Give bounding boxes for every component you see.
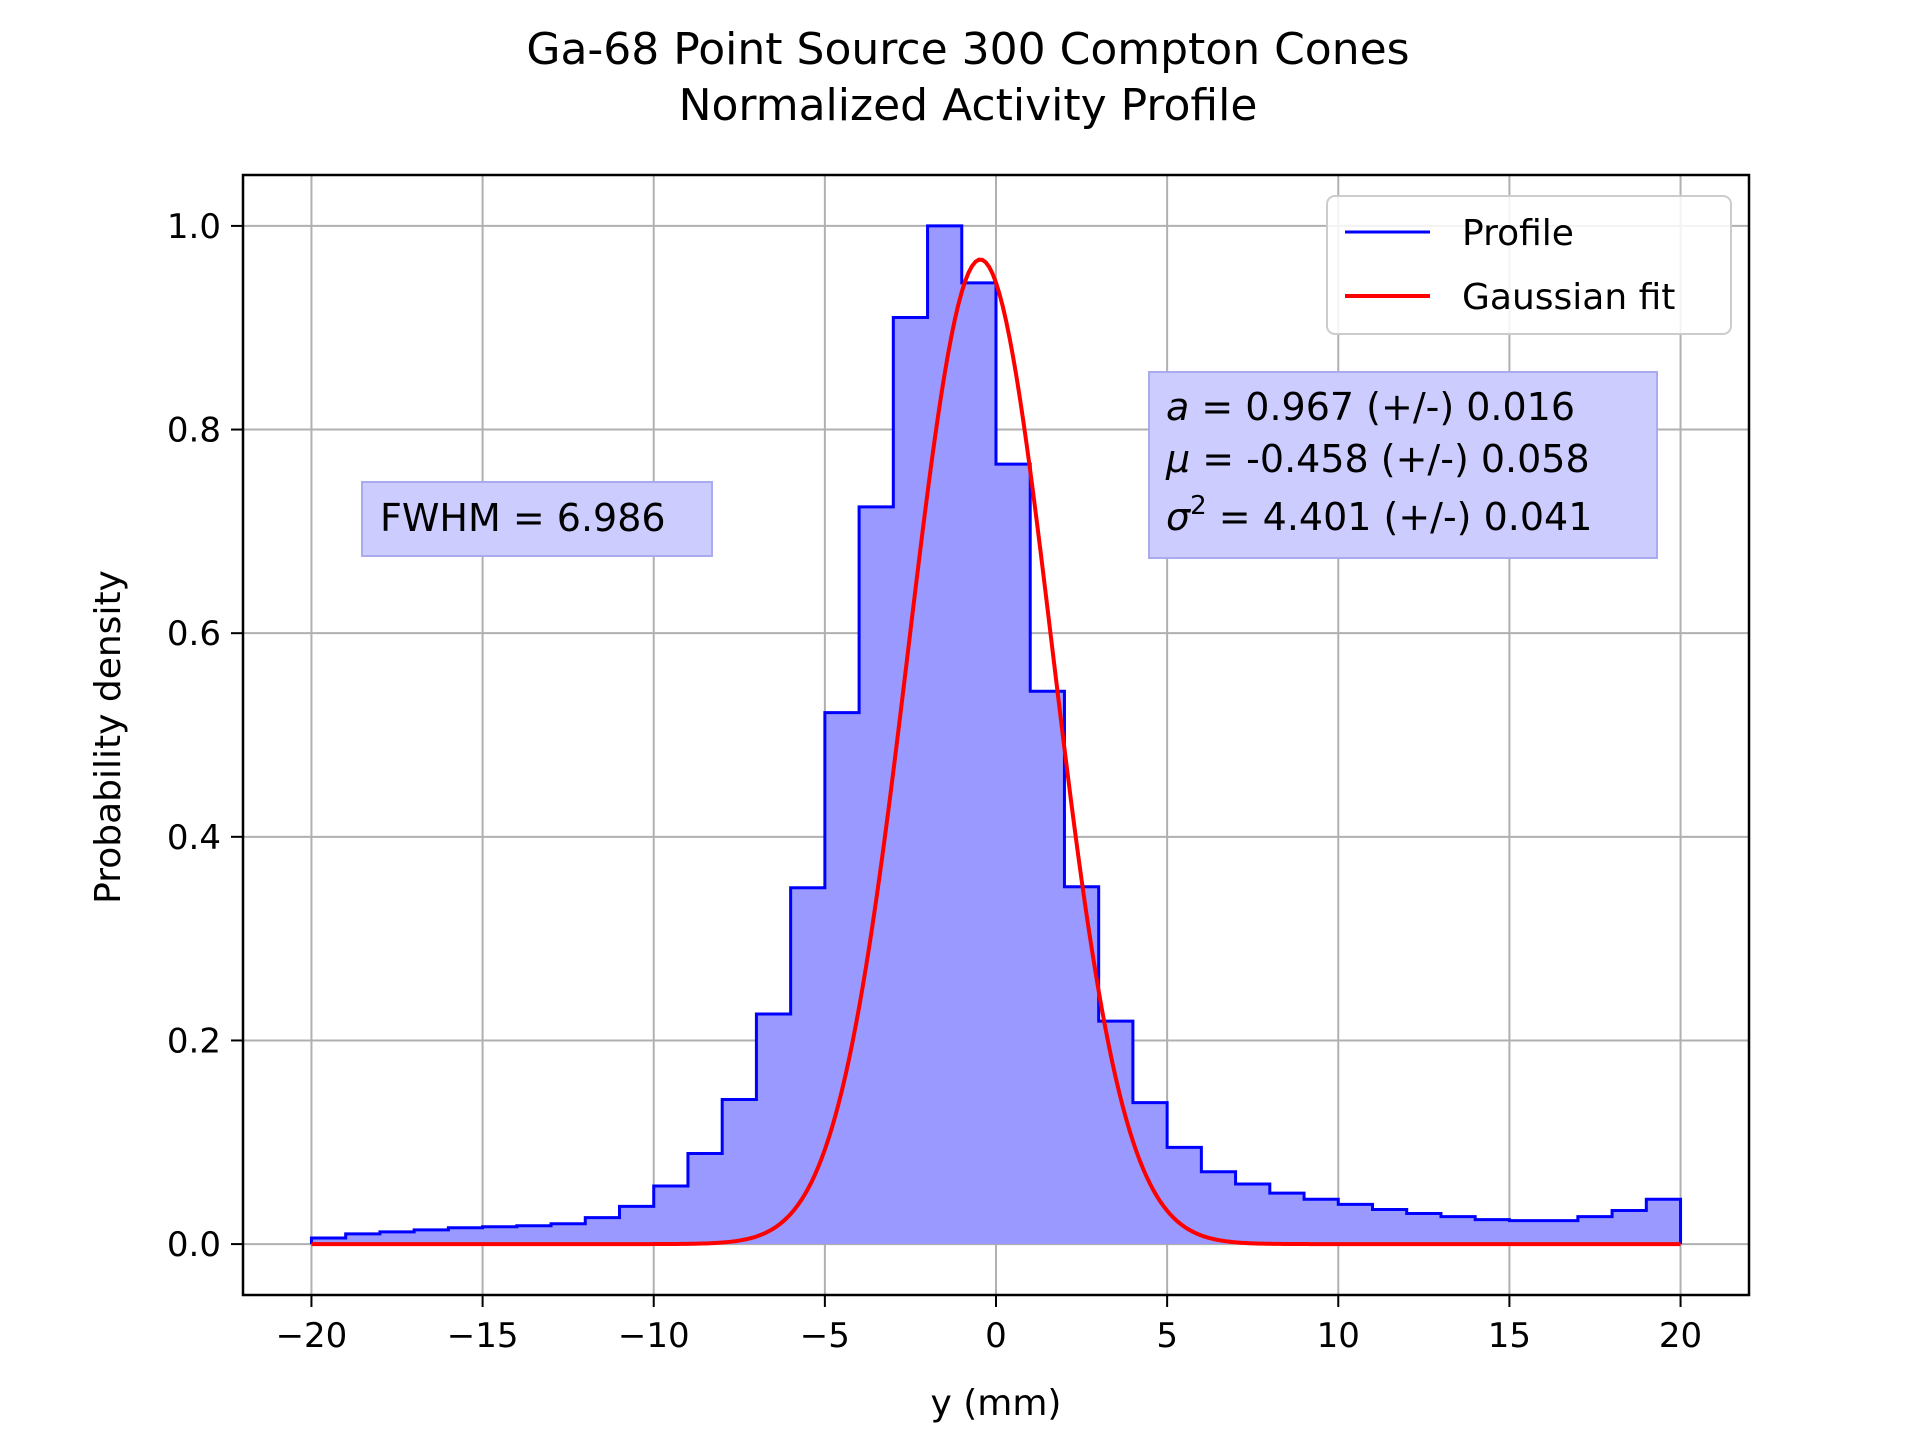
histogram-bar (722, 1099, 758, 1245)
x-tick-label: 15 (1488, 1316, 1531, 1356)
fit-param-a: a = 0.967 (+/-) 0.016 (1166, 385, 1575, 429)
y-tick-label: 0.4 (167, 818, 221, 858)
fwhm-annotation: FWHM = 6.986 (361, 481, 713, 557)
histogram-bar (1646, 1199, 1682, 1245)
histogram-bar (311, 1237, 347, 1245)
x-tick-label: −5 (800, 1316, 850, 1356)
histogram-bar (482, 1226, 518, 1245)
legend-label-profile: Profile (1462, 213, 1574, 254)
fit-param-mu-value: = -0.458 (+/-) 0.058 (1190, 437, 1589, 481)
x-tick-label: 10 (1317, 1316, 1360, 1356)
histogram-bar (687, 1153, 723, 1245)
histogram-bar (1406, 1213, 1442, 1245)
fwhm-annotation-box (361, 481, 713, 557)
histogram-bar (448, 1227, 484, 1245)
x-tick-label: −10 (618, 1316, 690, 1356)
histogram-bar (1577, 1216, 1613, 1245)
x-axis-label: y (mm) (931, 1383, 1062, 1424)
y-tick-label: 0.6 (167, 614, 221, 654)
fit-param-sigma-value: = 4.401 (+/-) 0.041 (1207, 495, 1593, 539)
histogram-bar (1612, 1210, 1647, 1245)
histogram-bar (619, 1206, 655, 1245)
chart-subtitle: Normalized Activity Profile (679, 80, 1258, 131)
y-tick-label: 0.8 (167, 411, 221, 451)
histogram-bar (756, 1013, 792, 1245)
histogram-bar (1304, 1199, 1339, 1245)
y-axis-label: Probability density (88, 570, 129, 904)
fit-param-sigma-exponent: 2 (1190, 491, 1207, 521)
fit-params-annotation: a = 0.967 (+/-) 0.016 μ = -0.458 (+/-) 0… (1148, 371, 1658, 559)
histogram-bar (516, 1225, 552, 1245)
histogram-bar (927, 225, 963, 1245)
y-tick-label: 1.0 (167, 207, 221, 247)
x-tick-label: 0 (985, 1316, 1007, 1356)
fit-param-sigma: σ2 = 4.401 (+/-) 0.041 (1166, 491, 1592, 539)
histogram-bar (1098, 1021, 1134, 1245)
chart-title: Ga-68 Point Source 300 Compton Cones (526, 24, 1409, 75)
histogram-bar (345, 1233, 381, 1245)
fit-params-box (1148, 371, 1658, 559)
histogram-bar (1167, 1147, 1202, 1245)
histogram-bar (1269, 1193, 1305, 1245)
histogram-bar (1372, 1209, 1408, 1245)
fit-param-a-symbol: a (1166, 385, 1189, 429)
fwhm-annotation-text: FWHM = 6.986 (380, 496, 666, 540)
histogram-bar (893, 317, 929, 1245)
histogram-bar (1338, 1204, 1374, 1245)
x-tick-label: −15 (447, 1316, 519, 1356)
histogram-fill (311, 225, 1682, 1245)
y-tick-label: 0.0 (167, 1225, 221, 1265)
y-axis-ticks: 0.0 0.2 0.4 0.6 0.8 1.0 (167, 207, 243, 1265)
histogram-bar (1132, 1102, 1168, 1245)
histogram-bar (585, 1217, 621, 1245)
histogram-bar (996, 464, 1031, 1245)
legend: Profile Gaussian fit (1326, 195, 1732, 335)
fit-param-sigma-symbol: σ (1166, 495, 1192, 539)
histogram-bar (1509, 1220, 1545, 1245)
fit-param-a-value: = 0.967 (+/-) 0.016 (1189, 385, 1575, 429)
legend-label-gaussian-fit: Gaussian fit (1462, 277, 1675, 318)
histogram-bar (859, 506, 894, 1245)
x-tick-label: −20 (276, 1316, 348, 1356)
histogram-bar (414, 1229, 449, 1245)
histogram-bar (1543, 1220, 1579, 1245)
histogram-bar (1064, 886, 1100, 1245)
gaussian-fit-line (311, 257, 1681, 1247)
histogram-bar (1201, 1171, 1237, 1245)
histogram-bar (1440, 1216, 1476, 1245)
histogram-bar (824, 712, 860, 1245)
histogram-bar (1030, 691, 1066, 1245)
fit-param-mu: μ = -0.458 (+/-) 0.058 (1165, 437, 1590, 481)
y-tick-label: 0.2 (167, 1021, 221, 1061)
x-tick-label: 20 (1659, 1316, 1702, 1356)
x-tick-label: 5 (1156, 1316, 1178, 1356)
histogram-bar (961, 282, 997, 1245)
histogram-bar (379, 1231, 415, 1245)
fit-param-mu-symbol: μ (1165, 437, 1190, 481)
histogram-bar (653, 1186, 689, 1245)
histogram-bar (1235, 1184, 1271, 1245)
histogram-bar (551, 1223, 586, 1245)
x-axis-ticks: −20 −15 −10 −5 0 5 10 15 20 (276, 1295, 1702, 1356)
histogram-bar (1475, 1219, 1511, 1245)
